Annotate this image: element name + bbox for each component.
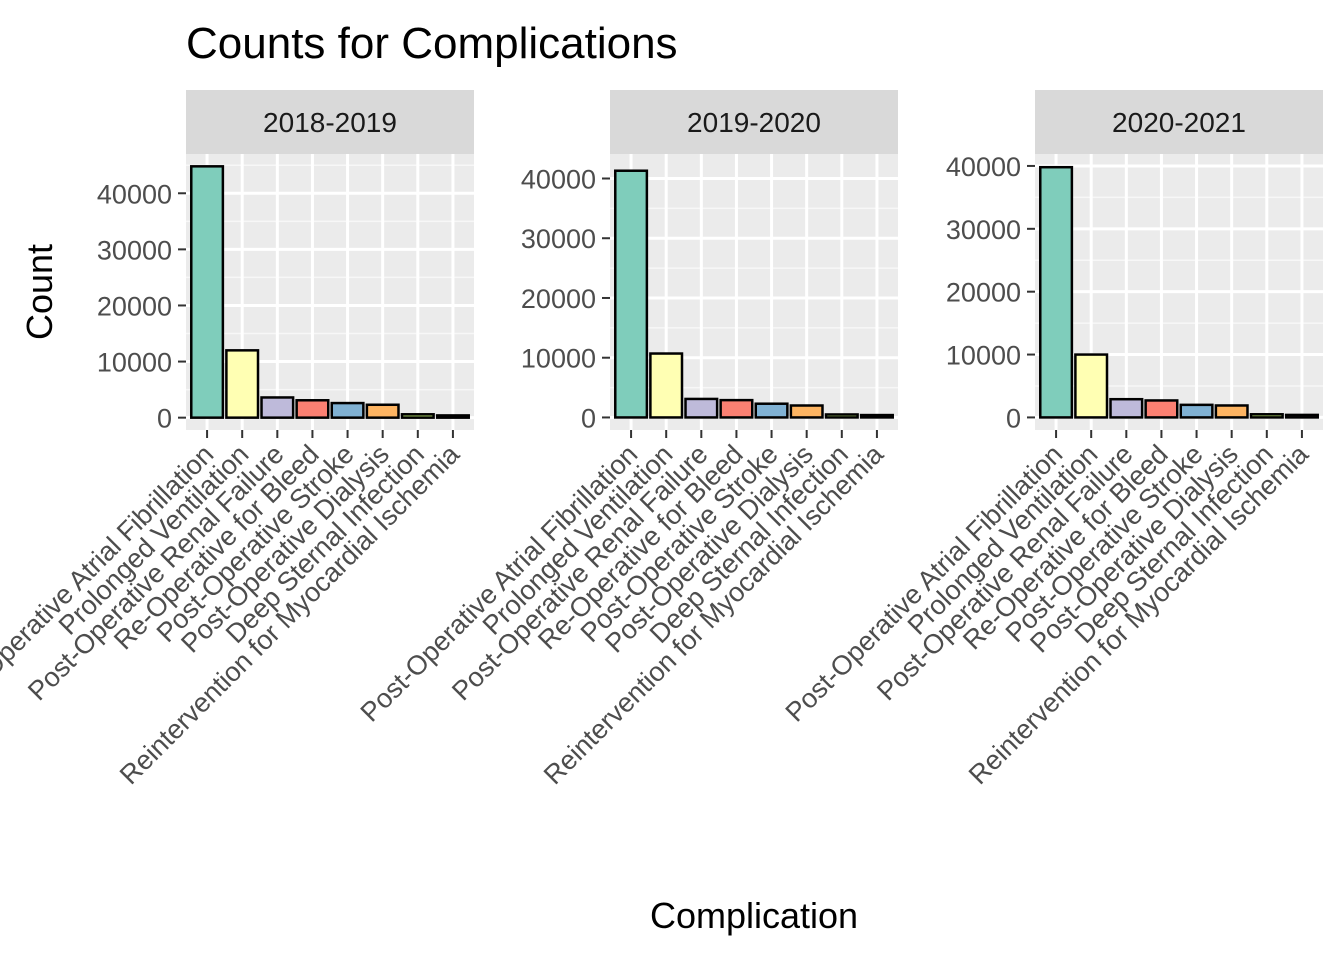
bar	[1109, 397, 1144, 419]
bar	[614, 169, 649, 419]
y-tick-label: 10000	[97, 348, 172, 378]
facet-strip	[186, 90, 474, 154]
y-tick-label: 40000	[97, 179, 172, 209]
y-tick-label: 20000	[97, 291, 172, 321]
y-tick-label: 0	[581, 403, 596, 433]
bar	[260, 396, 295, 419]
bar	[1144, 399, 1179, 419]
bar	[859, 413, 894, 419]
bar	[1249, 413, 1284, 419]
bar	[719, 398, 754, 419]
y-tick-label: 10000	[521, 344, 596, 374]
bar	[225, 349, 260, 419]
facet-strip-label: 2019-2020	[687, 107, 821, 138]
bar	[824, 413, 859, 419]
bar	[1284, 413, 1319, 419]
bar	[190, 165, 225, 419]
bar	[1214, 404, 1249, 419]
bar	[295, 399, 330, 419]
bar	[1039, 165, 1074, 419]
chart-title: Counts for Complications	[186, 19, 678, 68]
bar	[400, 413, 435, 419]
bar	[365, 403, 400, 419]
facet-strip-label: 2020-2021	[1112, 107, 1246, 138]
bar	[1074, 353, 1109, 419]
y-tick-label: 30000	[521, 224, 596, 254]
y-tick-label: 0	[1006, 403, 1021, 433]
y-tick-label: 0	[157, 404, 172, 434]
bar	[435, 414, 470, 419]
bar	[330, 401, 365, 419]
bar	[649, 352, 684, 419]
y-tick-label: 30000	[97, 235, 172, 265]
bar	[684, 397, 719, 419]
facet-strip	[1035, 90, 1323, 154]
y-axis-title: Count	[19, 244, 60, 340]
bar	[754, 402, 789, 419]
bar	[789, 404, 824, 419]
y-tick-label: 20000	[521, 284, 596, 314]
y-tick-label: 20000	[946, 278, 1021, 308]
y-tick-label: 10000	[946, 341, 1021, 371]
y-tick-label: 40000	[521, 164, 596, 194]
facet-strip-label: 2018-2019	[263, 107, 397, 138]
y-tick-label: 40000	[946, 152, 1021, 182]
bar	[1179, 403, 1214, 419]
x-axis-title: Complication	[650, 895, 858, 936]
facet-strip	[610, 90, 898, 154]
y-tick-label: 30000	[946, 215, 1021, 245]
facets: 2018-2019010000200003000040000Post-Opera…	[0, 90, 1323, 790]
